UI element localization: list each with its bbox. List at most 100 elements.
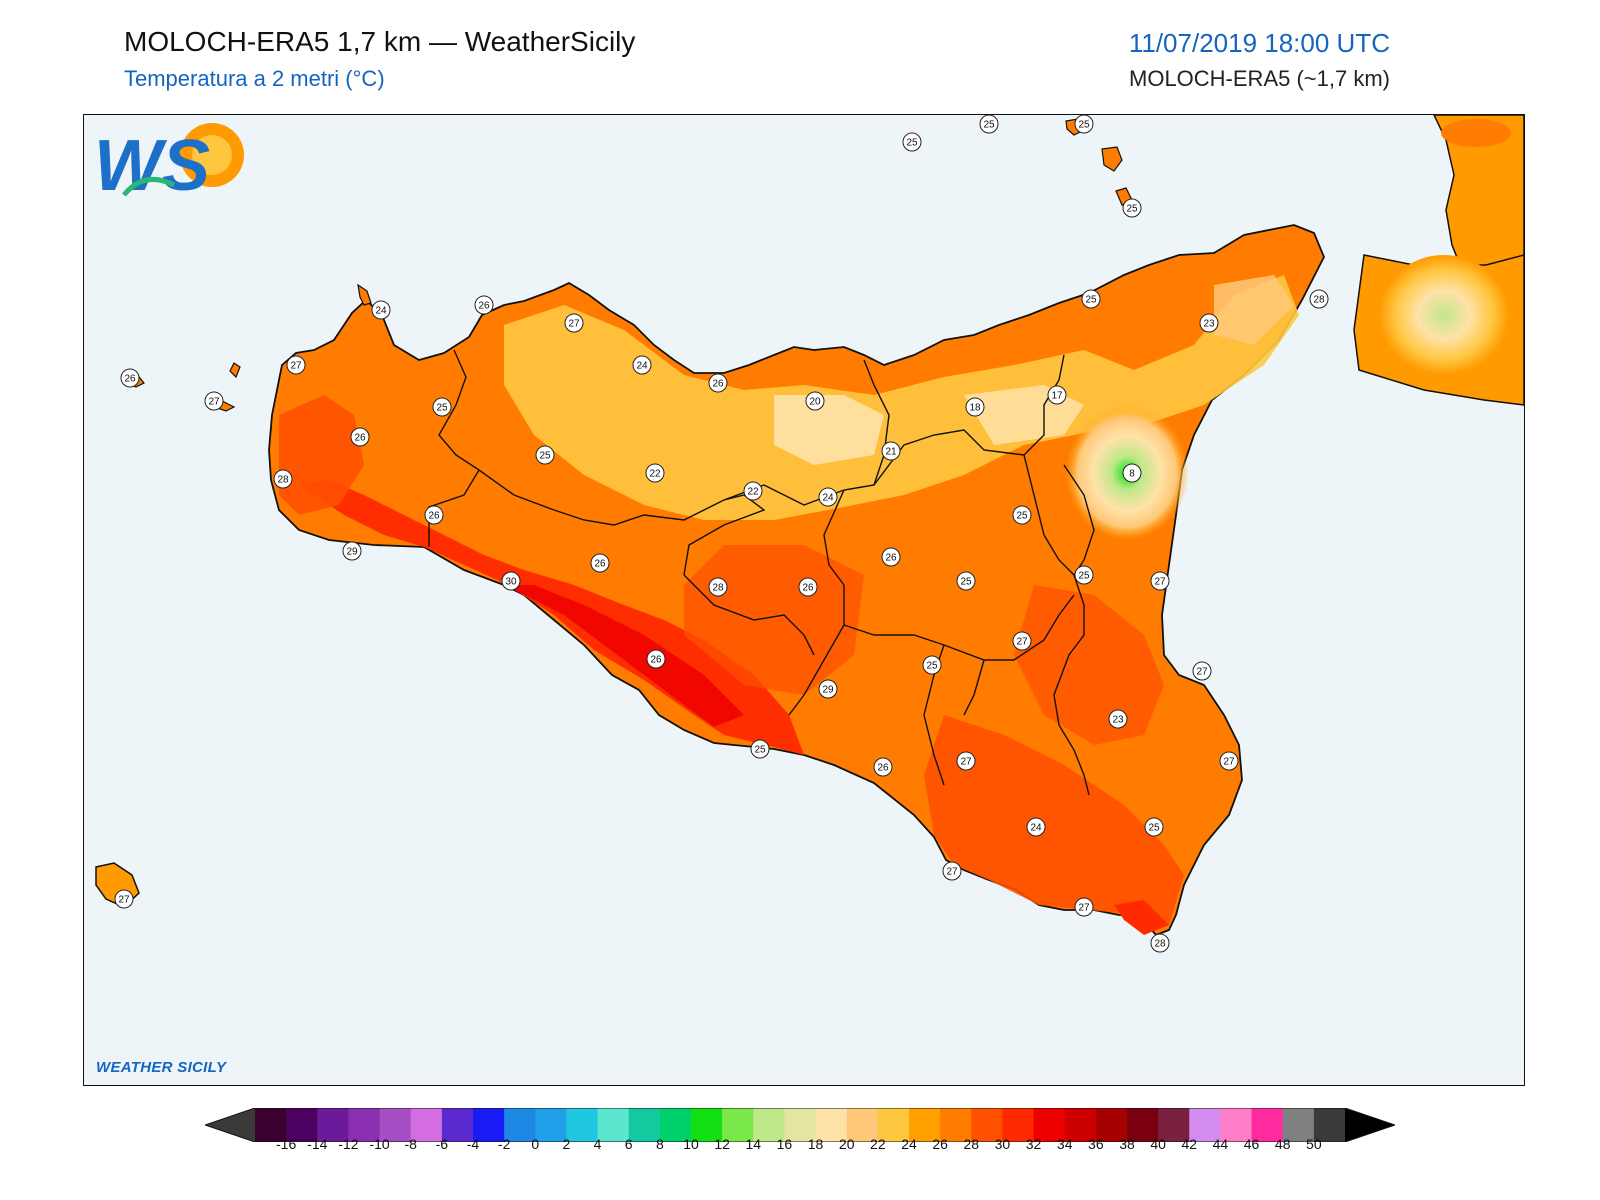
temperature-map[interactable]: 25 25 25 25 24 26 27 26 27 27 25 26 24 26 20 18 17 25 23 28… bbox=[83, 114, 1525, 1086]
svg-text:30: 30 bbox=[505, 577, 517, 588]
temperature-label: 25 bbox=[1122, 198, 1142, 218]
temperature-label: 22 bbox=[645, 463, 665, 483]
temperature-label: 25 bbox=[956, 571, 976, 591]
colorbar-tick-label: 46 bbox=[1243, 1136, 1260, 1152]
map-title: MOLOCH-ERA5 1,7 km — WeatherSicily bbox=[124, 26, 636, 57]
west-warm-zone bbox=[279, 395, 364, 515]
svg-text:26: 26 bbox=[354, 433, 366, 444]
temperature-label: 25 bbox=[1074, 565, 1094, 585]
colorbar-tick-label: 28 bbox=[963, 1136, 980, 1152]
colorbar-segment bbox=[877, 1108, 910, 1142]
temperature-label: 23 bbox=[1108, 709, 1128, 729]
svg-text:26: 26 bbox=[877, 763, 889, 774]
svg-text:27: 27 bbox=[1016, 637, 1028, 648]
colorbar-segment bbox=[473, 1108, 505, 1142]
temperature-label: 24 bbox=[371, 300, 391, 320]
temperature-label: 27 bbox=[1219, 751, 1239, 771]
temperature-label: 25 bbox=[1074, 115, 1094, 134]
colorbar-tick-label: 48 bbox=[1274, 1136, 1291, 1152]
temperature-label: 23 bbox=[1199, 313, 1219, 333]
svg-text:26: 26 bbox=[885, 553, 897, 564]
colorbar-tick-label: 32 bbox=[1025, 1136, 1042, 1152]
colorbar-segment bbox=[1033, 1108, 1066, 1142]
colorbar-segment bbox=[815, 1108, 848, 1142]
madonie-cool bbox=[774, 395, 884, 465]
colorbar-segment bbox=[722, 1108, 754, 1142]
central-warm-zone bbox=[684, 545, 864, 695]
temperature-label: 24 bbox=[1026, 817, 1046, 837]
temperature-label: 17 bbox=[1047, 385, 1067, 405]
svg-text:25: 25 bbox=[1148, 823, 1160, 834]
colorbar-tick-label: -2 bbox=[497, 1136, 511, 1152]
colorbar-tick-label: 36 bbox=[1088, 1136, 1104, 1152]
colorbar-segment bbox=[628, 1108, 661, 1142]
svg-text:26: 26 bbox=[594, 559, 606, 570]
colorbar-segment bbox=[1158, 1108, 1190, 1142]
colorbar-segment bbox=[753, 1108, 785, 1142]
temperature-label: 25 bbox=[1081, 289, 1101, 309]
colorbar-segment bbox=[691, 1108, 723, 1142]
temperature-label: 26 bbox=[424, 505, 444, 525]
colorbar-tick-label: 22 bbox=[870, 1136, 886, 1152]
colorbar-tick-label: 12 bbox=[714, 1136, 730, 1152]
temperature-label: 26 bbox=[350, 427, 370, 447]
colorbar-tick-label: 14 bbox=[745, 1136, 762, 1152]
svg-text:27: 27 bbox=[208, 397, 220, 408]
temperature-label: 24 bbox=[632, 355, 652, 375]
temperature-label: 30 bbox=[501, 571, 521, 591]
colorbar-segment bbox=[504, 1108, 536, 1142]
colorbar-segment bbox=[317, 1108, 349, 1142]
colorbar-segment bbox=[441, 1108, 474, 1142]
temperature-label: 27 bbox=[1192, 661, 1212, 681]
colorbar-right-arrow bbox=[1345, 1108, 1395, 1142]
temperature-label: 8 bbox=[1122, 463, 1142, 483]
temperature-label: 21 bbox=[881, 441, 901, 461]
colorbar-segment bbox=[1282, 1108, 1315, 1142]
svg-text:23: 23 bbox=[1112, 715, 1124, 726]
colorbar-tick-label: 8 bbox=[655, 1136, 664, 1152]
temperature-label: 28 bbox=[708, 577, 728, 597]
svg-text:28: 28 bbox=[277, 475, 289, 486]
colorbar-tick-label: 16 bbox=[776, 1136, 793, 1152]
temperature-label: 25 bbox=[1144, 817, 1164, 837]
svg-text:22: 22 bbox=[747, 487, 759, 498]
temperature-label: 27 bbox=[1150, 571, 1170, 591]
colorbar-segment bbox=[597, 1108, 630, 1142]
colorbar-tick-label: 6 bbox=[624, 1136, 633, 1152]
colorbar-tick-label: 20 bbox=[838, 1136, 855, 1152]
temperature-label: 28 bbox=[273, 469, 293, 489]
svg-text:26: 26 bbox=[428, 511, 440, 522]
svg-text:27: 27 bbox=[1078, 903, 1090, 914]
colorbar-segment bbox=[1220, 1108, 1253, 1142]
svg-text:25: 25 bbox=[436, 403, 448, 414]
temperature-label: 20 bbox=[805, 391, 825, 411]
temperature-label: 25 bbox=[902, 132, 922, 152]
temperature-label: 25 bbox=[922, 655, 942, 675]
temperature-label: 25 bbox=[750, 739, 770, 759]
svg-text:24: 24 bbox=[636, 361, 648, 372]
colorbar-segment bbox=[1127, 1108, 1159, 1142]
svg-text:27: 27 bbox=[960, 757, 972, 768]
temperature-label: 27 bbox=[204, 391, 224, 411]
lipari-island bbox=[1101, 146, 1123, 172]
svg-text:27: 27 bbox=[118, 895, 130, 906]
colorbar-segment bbox=[909, 1108, 941, 1142]
svg-text:25: 25 bbox=[906, 138, 918, 149]
svg-text:25: 25 bbox=[1078, 120, 1090, 131]
colorbar-tick-label: 38 bbox=[1119, 1136, 1135, 1152]
colorbar-segment bbox=[1189, 1108, 1221, 1142]
colorbar-tick-label: 40 bbox=[1150, 1136, 1166, 1152]
svg-text:25: 25 bbox=[1126, 204, 1138, 215]
colorbar-segment bbox=[1313, 1108, 1346, 1142]
svg-text:28: 28 bbox=[1154, 939, 1166, 950]
colorbar-tick-label: -14 bbox=[307, 1136, 328, 1152]
colorbar-tick-label: 4 bbox=[593, 1136, 602, 1152]
svg-text:18: 18 bbox=[969, 403, 981, 414]
colorbar-segment bbox=[846, 1108, 879, 1142]
logo-text: WEATHER SICILY bbox=[96, 1059, 227, 1076]
svg-text:25: 25 bbox=[960, 577, 972, 588]
temperature-label: 18 bbox=[965, 397, 985, 417]
colorbar-segment bbox=[971, 1108, 1003, 1142]
svg-text:24: 24 bbox=[1030, 823, 1042, 834]
map-subtitle: Temperatura a 2 metri (°C) bbox=[124, 66, 385, 91]
